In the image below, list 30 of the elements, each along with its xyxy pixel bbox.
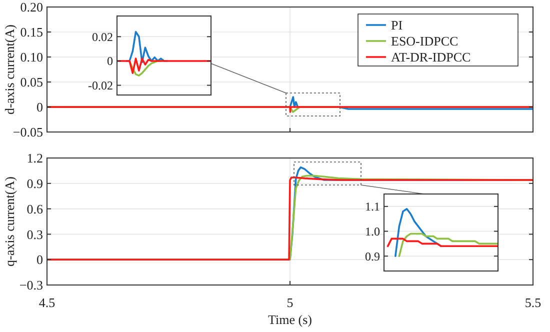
- x-tick-label: 5: [286, 295, 294, 310]
- y-tick-label: 0.15: [20, 24, 43, 40]
- y-tick-label: 0.20: [20, 0, 43, 15]
- y-axis-title: d-axis current(A): [2, 24, 17, 114]
- line-series: [117, 58, 211, 74]
- line-series: [386, 238, 498, 248]
- y-tick-label: -0.02: [88, 78, 113, 92]
- x-axis-title: Time (s): [268, 312, 312, 327]
- x-tick-label: 4.5: [38, 295, 56, 310]
- y-tick-label: 0.9: [26, 176, 43, 191]
- y-tick-label: 0.02: [92, 30, 113, 44]
- y-tick-label: 0.05: [20, 74, 43, 90]
- y-tick-label: 1.1: [365, 200, 380, 214]
- y-tick-label: −0.05: [12, 124, 43, 140]
- y-tick-label: 0.10: [20, 50, 43, 65]
- y-tick-label: 0: [107, 54, 113, 68]
- y-axis-title: q-axis current(A): [2, 176, 17, 266]
- y-tick-label: 0: [36, 252, 43, 268]
- y-tick-label: 0.6: [26, 201, 44, 216]
- legend-label: PI: [391, 18, 403, 33]
- line-series: [398, 232, 498, 257]
- y-tick-label: 0.3: [26, 226, 43, 242]
- y-tick-label: 0.9: [365, 249, 380, 264]
- y-tick-label: 1.0: [365, 224, 380, 238]
- y-tick-label: −0.3: [19, 278, 43, 293]
- y-tick-label: 0: [36, 100, 43, 115]
- legend-label: AT-DR-IDPCC: [391, 50, 471, 65]
- y-tick-label: 1.2: [26, 150, 43, 166]
- legend-label: ESO-IDPCC: [391, 34, 458, 49]
- x-tick-label: 5.5: [524, 295, 542, 310]
